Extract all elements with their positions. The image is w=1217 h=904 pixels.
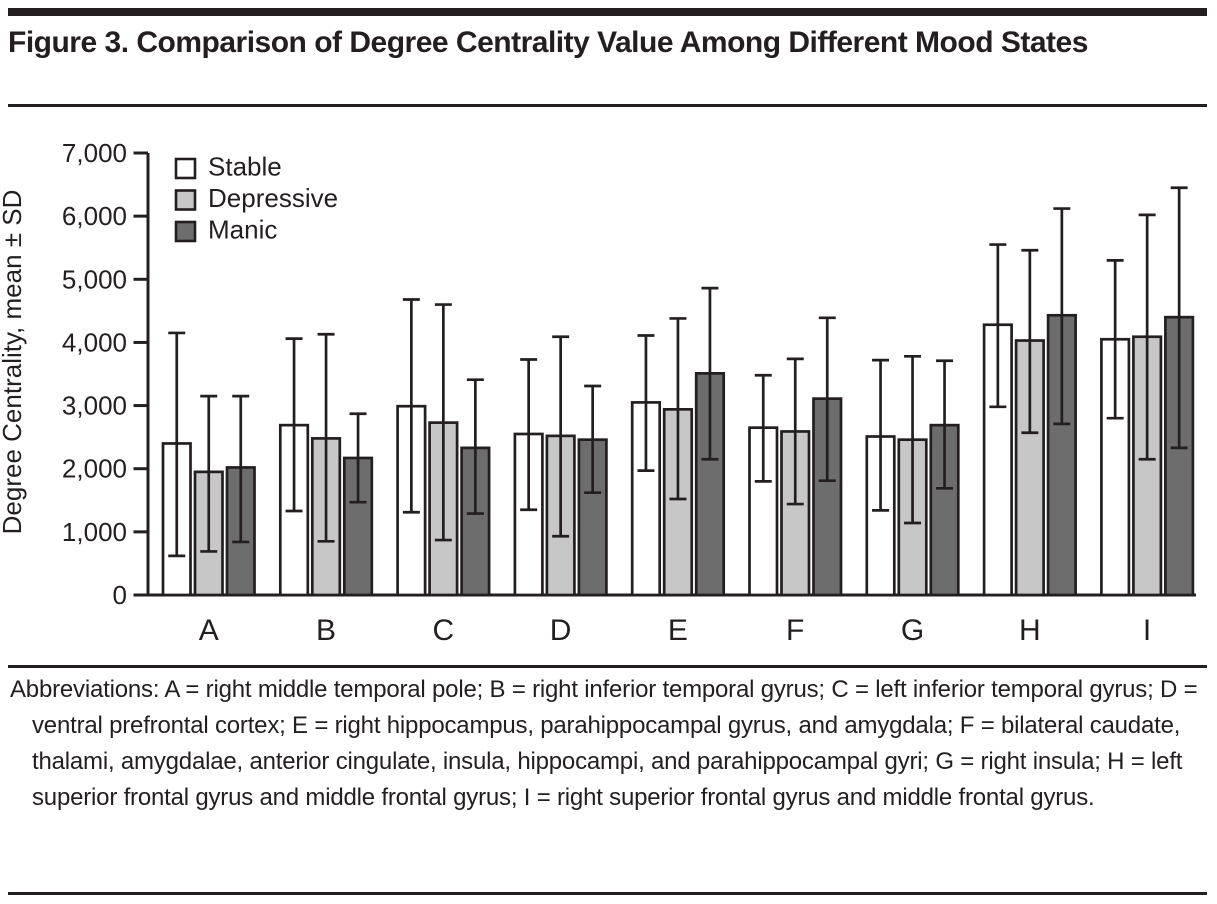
legend-label-stable: Stable (208, 152, 282, 182)
abbreviations-footnote: Abbreviations: A = right middle temporal… (10, 676, 1198, 811)
x-category-label-E: E (668, 614, 688, 647)
top-rule (8, 8, 1207, 16)
bar-chart: 0 1,000 2,000 3,000 4,000 5,000 6,000 7,000 Degr… (0, 138, 1196, 647)
y-tick-label: 6,000 (62, 201, 127, 231)
y-tick-label: 5,000 (62, 264, 127, 294)
x-category-label-H: H (1019, 614, 1041, 647)
x-category-label-C: C (432, 614, 454, 647)
title-rule (8, 104, 1207, 107)
legend-swatch-manic (174, 220, 197, 243)
footnote-rule (8, 665, 1207, 668)
x-category-label-A: A (199, 614, 219, 647)
legend-swatch-stable (174, 157, 197, 180)
legend-label-manic: Manic (208, 215, 277, 245)
y-tick-label: 3,000 (62, 391, 127, 421)
x-category-label-F: F (786, 614, 804, 647)
bottom-rule (8, 892, 1207, 895)
y-tick-label: 1,000 (62, 517, 127, 547)
x-category-label-I: I (1143, 614, 1151, 647)
y-tick-label: 2,000 (62, 454, 127, 484)
y-tick-label: 4,000 (62, 327, 127, 357)
y-axis-label: Degree Centrality, mean ± SD (0, 190, 27, 535)
y-tick-label: 0 (113, 580, 127, 610)
x-category-label-D: D (550, 614, 572, 647)
legend-label-depressive: Depressive (208, 183, 338, 213)
bar-stable-D (513, 432, 544, 597)
legend-swatch-depressive (174, 189, 197, 211)
x-category-label-G: G (901, 614, 924, 647)
y-tick-label: 7,000 (62, 138, 127, 168)
figure-title: Figure 3. Comparison of Degree Centralit… (8, 26, 1088, 59)
x-category-label-B: B (316, 614, 336, 647)
